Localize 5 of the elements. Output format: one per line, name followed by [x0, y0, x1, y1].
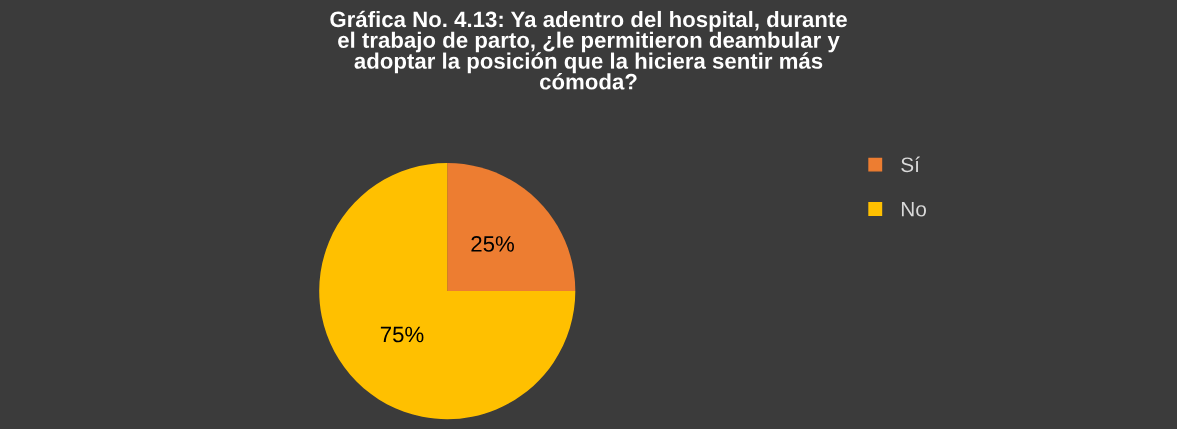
legend-label: No [901, 202, 927, 217]
data-label: 25% [471, 236, 514, 252]
chart-title: Gráfica No. 4.13: Ya adentro del hospital, durante el trabajo de parto, ¿le permitieron deambular y adoptar la posición que la hiciera sentir más cómoda? [330, 10, 847, 90]
legend-label: Sí [901, 156, 920, 173]
data-label: 75% [380, 326, 424, 343]
